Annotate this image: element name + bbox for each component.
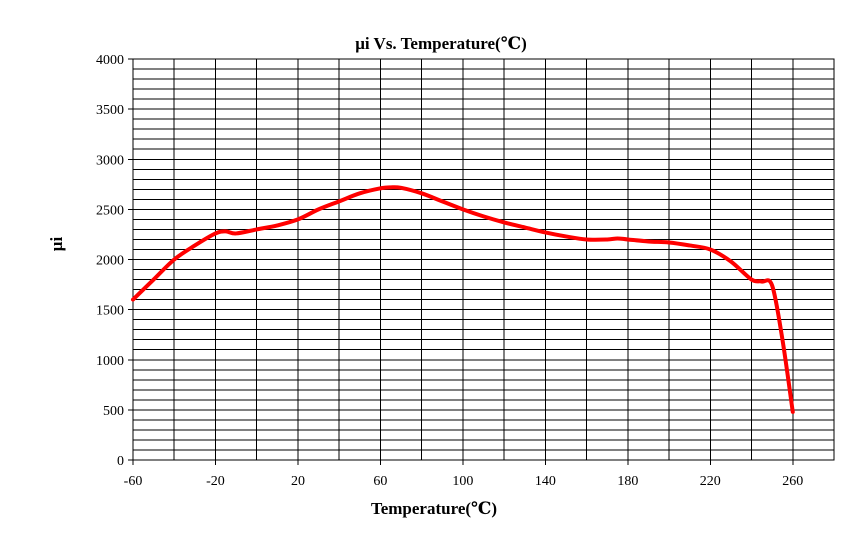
x-tick-label: 180 <box>617 474 638 489</box>
grid <box>128 58 835 465</box>
x-tick-label: 100 <box>452 474 473 489</box>
series-layer <box>131 185 795 414</box>
tick-labels: 0 500 1000 1500 2000 2500 3000 3500 4000 -60 -20 20… <box>96 53 803 489</box>
x-tick-label: 60 <box>373 474 387 489</box>
y-tick-label: 500 <box>103 404 124 419</box>
chart-title: μi Vs. Temperature(℃) <box>355 34 527 53</box>
x-tick-label: 260 <box>782 474 803 489</box>
x-axis-title: Temperature(℃) <box>371 499 497 518</box>
y-tick-label: 1500 <box>96 304 124 319</box>
y-tick-label: 2500 <box>96 203 124 218</box>
y-tick-label: 1000 <box>96 354 124 369</box>
y-tick-label: 3000 <box>96 153 124 168</box>
y-axis-title: μi <box>47 237 66 252</box>
y-tick-label: 2000 <box>96 254 124 269</box>
x-tick-label: -20 <box>206 474 225 489</box>
y-tick-label: 3500 <box>96 103 124 118</box>
x-tick-label: 20 <box>291 474 305 489</box>
x-tick-label: -60 <box>124 474 143 489</box>
series-line <box>131 185 795 414</box>
y-tick-label: 0 <box>117 454 124 469</box>
x-tick-label: 140 <box>535 474 556 489</box>
y-tick-label: 4000 <box>96 53 124 68</box>
x-tick-label: 220 <box>700 474 721 489</box>
